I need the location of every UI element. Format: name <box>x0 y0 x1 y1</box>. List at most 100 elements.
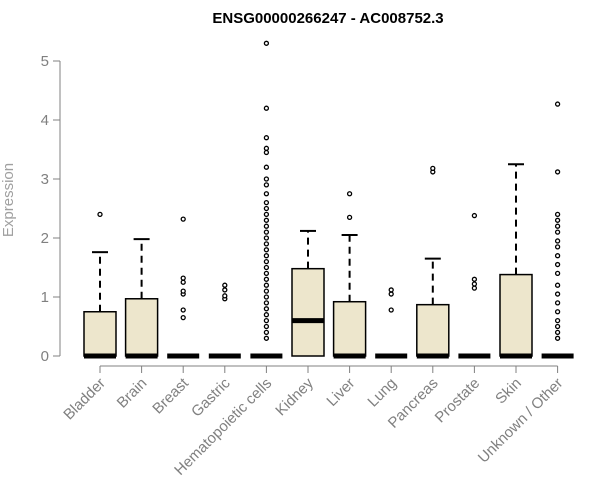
box-group <box>250 40 283 359</box>
box-group <box>541 101 574 359</box>
box-group <box>167 216 200 359</box>
x-tick-label: Breast <box>149 374 192 417</box>
y-tick-label: 3 <box>41 171 49 188</box>
outlier-point <box>263 145 270 151</box>
x-tick-label: Kidney <box>272 374 317 419</box>
outlier-point <box>263 329 270 336</box>
outlier-point <box>263 306 270 312</box>
outlier-point <box>263 300 270 306</box>
x-tick-label: Prostate <box>432 375 484 427</box>
y-tick-label: 5 <box>41 53 49 70</box>
outlier-point <box>471 285 478 291</box>
box-group <box>416 165 450 359</box>
outlier-point <box>554 323 561 330</box>
outlier-point <box>554 217 561 223</box>
box-group <box>83 211 117 359</box>
outlier-point <box>263 105 270 111</box>
outlier-point <box>263 149 270 156</box>
outlier-point <box>263 253 270 259</box>
box <box>83 311 117 357</box>
outlier-point <box>263 270 270 277</box>
box <box>124 298 159 357</box>
outlier-point <box>222 293 228 299</box>
x-tick-label: Liver <box>323 375 358 410</box>
plot-area <box>83 40 574 359</box>
outlier-point <box>554 291 561 297</box>
outlier-point <box>263 164 270 170</box>
outlier-point <box>263 241 270 247</box>
chart-title: ENSG00000266247 - AC008752.3 <box>212 10 443 27</box>
outlier-point <box>388 291 394 297</box>
y-axis-label: Expression <box>0 163 17 237</box>
outlier-point <box>346 191 353 197</box>
box-group <box>124 238 159 359</box>
outlier-point <box>554 253 561 259</box>
outlier-point <box>554 329 561 336</box>
outlier-point <box>263 323 270 330</box>
x-tick-label: Bladder <box>60 375 109 424</box>
outlier-point <box>180 275 186 281</box>
outlier-point <box>263 288 270 294</box>
box-group <box>332 191 367 359</box>
outlier-point <box>263 282 270 288</box>
outlier-point <box>554 317 561 324</box>
outlier-point <box>180 314 186 321</box>
outlier-point <box>263 176 270 182</box>
outlier-point <box>554 238 561 244</box>
outlier-point <box>263 199 270 206</box>
box-group <box>208 282 241 359</box>
box-group <box>499 163 533 359</box>
outlier-point <box>471 276 478 282</box>
outlier-point <box>430 165 436 172</box>
outlier-point <box>263 258 270 265</box>
box <box>416 303 450 357</box>
outlier-point <box>554 261 561 268</box>
y-tick-label: 0 <box>41 348 49 365</box>
outlier-point <box>180 288 186 294</box>
outlier-point <box>554 223 561 229</box>
y-tick-label: 4 <box>41 112 49 129</box>
outlier-point <box>222 287 228 293</box>
outlier-point <box>554 335 561 341</box>
x-tick-label: Lung <box>364 375 400 411</box>
outlier-point <box>554 282 561 288</box>
outlier-point <box>554 169 561 175</box>
outlier-point <box>471 281 478 287</box>
outlier-point <box>263 182 270 188</box>
outlier-point <box>263 217 270 223</box>
outlier-point <box>180 307 186 313</box>
y-axis: 0 1 2 3 4 5 <box>41 53 61 365</box>
outlier-point <box>554 270 561 277</box>
outlier-point <box>263 191 270 197</box>
box-group <box>458 212 491 359</box>
outlier-point <box>388 287 394 293</box>
outlier-point <box>263 235 270 241</box>
box <box>291 267 325 357</box>
outlier-point <box>180 279 186 285</box>
y-tick-label: 1 <box>41 289 49 306</box>
outlier-point <box>554 244 561 250</box>
outlier-point <box>263 317 270 324</box>
outlier-point <box>263 229 270 235</box>
outlier-point <box>263 264 270 271</box>
outlier-point <box>554 211 561 218</box>
outlier-point <box>263 211 270 218</box>
outlier-point <box>180 216 186 222</box>
outlier-point <box>263 247 270 253</box>
outlier-point <box>263 40 270 46</box>
box-group <box>291 229 325 357</box>
outlier-point <box>263 335 270 341</box>
outlier-point <box>222 282 228 288</box>
outlier-point <box>263 312 270 318</box>
outlier-point <box>554 309 561 315</box>
box <box>499 273 533 357</box>
outlier-point <box>97 211 103 218</box>
outlier-point <box>554 101 561 107</box>
outlier-point <box>263 294 270 300</box>
outlier-point <box>554 300 561 306</box>
outlier-point <box>263 205 270 212</box>
outlier-point <box>263 276 270 282</box>
x-tick-label: Brain <box>114 375 151 412</box>
outlier-point <box>263 135 270 141</box>
